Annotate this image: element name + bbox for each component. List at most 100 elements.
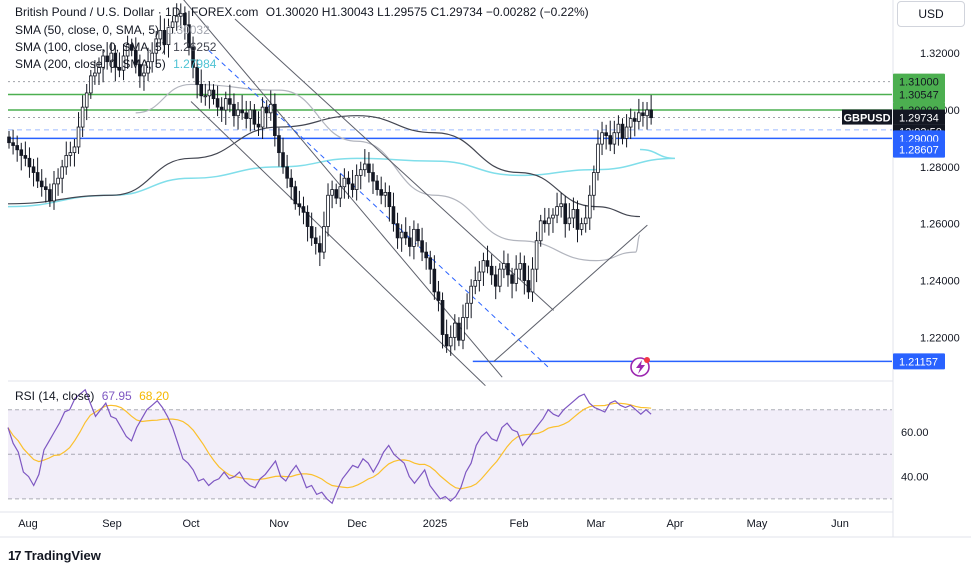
candle	[117, 52, 122, 78]
candle-body	[84, 92, 89, 108]
candle-body	[641, 112, 645, 117]
candle-body	[547, 217, 551, 225]
candle-body	[518, 263, 523, 270]
candle	[48, 183, 52, 207]
price-label-bg	[893, 86, 945, 103]
rsi-ma-line	[7, 402, 652, 490]
candle-body	[579, 223, 584, 230]
candle-body	[133, 49, 138, 65]
candle-body	[354, 174, 359, 190]
price-label-blue: 1.28607	[893, 141, 945, 158]
candle	[342, 168, 347, 199]
candle	[305, 205, 310, 242]
candle-body	[273, 103, 277, 136]
candle-body	[293, 186, 298, 205]
candle-body	[457, 322, 461, 341]
candle-body	[178, 12, 183, 17]
candle	[334, 183, 338, 205]
candle	[571, 197, 576, 228]
candle	[383, 182, 388, 208]
candle-body	[60, 166, 64, 179]
sma100-label: SMA (100, close, 0, SMA, 5)	[15, 40, 166, 54]
candle	[7, 131, 11, 149]
candle-body	[162, 30, 167, 46]
candle	[35, 157, 40, 189]
sma50-label: SMA (50, close, 0, SMA, 5)	[15, 23, 160, 37]
candle-body	[583, 217, 588, 225]
candle-body	[52, 183, 56, 202]
candle-body	[645, 109, 649, 117]
candle-body	[493, 274, 498, 287]
candle	[416, 223, 420, 247]
time-tick-label: Jun	[831, 518, 849, 530]
candle-body	[223, 98, 228, 111]
price-label-bg	[893, 353, 945, 370]
candle	[273, 93, 277, 147]
candle-body	[506, 263, 510, 276]
rsi-legend[interactable]: RSI (14, close) 67.95 68.20	[15, 388, 169, 404]
candle-body	[632, 118, 637, 122]
candle-body	[342, 177, 347, 188]
candle	[105, 42, 109, 70]
candle-body	[395, 223, 400, 239]
candle	[101, 49, 105, 83]
candle-body	[309, 226, 314, 239]
candle-body	[195, 66, 199, 85]
tradingview-logo[interactable]: 17 TradingView	[8, 546, 101, 564]
candle	[84, 83, 89, 121]
candle-body	[215, 98, 220, 108]
candle-body	[248, 109, 253, 119]
candle	[223, 91, 228, 125]
sma100-legend[interactable]: SMA (100, close, 0, SMA, 5) 1.26252	[15, 39, 216, 55]
candle	[542, 207, 547, 233]
candle	[526, 265, 531, 299]
candle	[579, 217, 584, 236]
candle	[534, 231, 539, 283]
price-tick-label: 1.26000	[920, 219, 960, 231]
candle-body	[219, 106, 224, 111]
candle	[72, 138, 77, 167]
candle-body	[68, 152, 73, 156]
candle	[391, 192, 396, 232]
sma50-legend[interactable]: SMA (50, close, 0, SMA, 5) 1.30032	[15, 22, 210, 38]
candle	[432, 255, 437, 300]
candle	[632, 111, 637, 137]
candle	[68, 141, 73, 167]
candle	[338, 173, 343, 208]
candle	[285, 154, 289, 189]
candle-body	[489, 265, 494, 276]
candle-body	[469, 285, 473, 304]
candle	[612, 120, 617, 155]
candle	[481, 252, 486, 286]
candle-body	[448, 336, 453, 347]
candle-body	[23, 155, 28, 159]
candle	[420, 227, 424, 262]
candle-body	[371, 172, 375, 182]
candle	[493, 265, 498, 300]
candle-body	[330, 189, 334, 196]
candle-body	[649, 109, 653, 119]
currency-button[interactable]: USD	[897, 1, 965, 27]
candle	[89, 69, 93, 99]
candle	[473, 266, 478, 295]
sma200-legend[interactable]: SMA (200, close, 0, SMA, 5) 1.27984	[15, 56, 216, 72]
candle	[158, 15, 163, 46]
candle-body	[72, 146, 77, 154]
candle-body	[440, 300, 445, 335]
time-tick-label: Apr	[666, 518, 683, 530]
candle	[567, 203, 572, 231]
candle-body	[268, 103, 273, 114]
candle-body	[11, 142, 15, 146]
candle-body	[154, 38, 159, 54]
candle	[608, 120, 613, 152]
candle	[297, 190, 302, 216]
candle	[424, 242, 428, 270]
candle-body	[326, 194, 330, 227]
candle	[326, 183, 330, 237]
candle-body	[350, 183, 355, 190]
candle-body	[170, 21, 175, 28]
candle-body	[522, 263, 527, 281]
candle	[412, 220, 416, 260]
